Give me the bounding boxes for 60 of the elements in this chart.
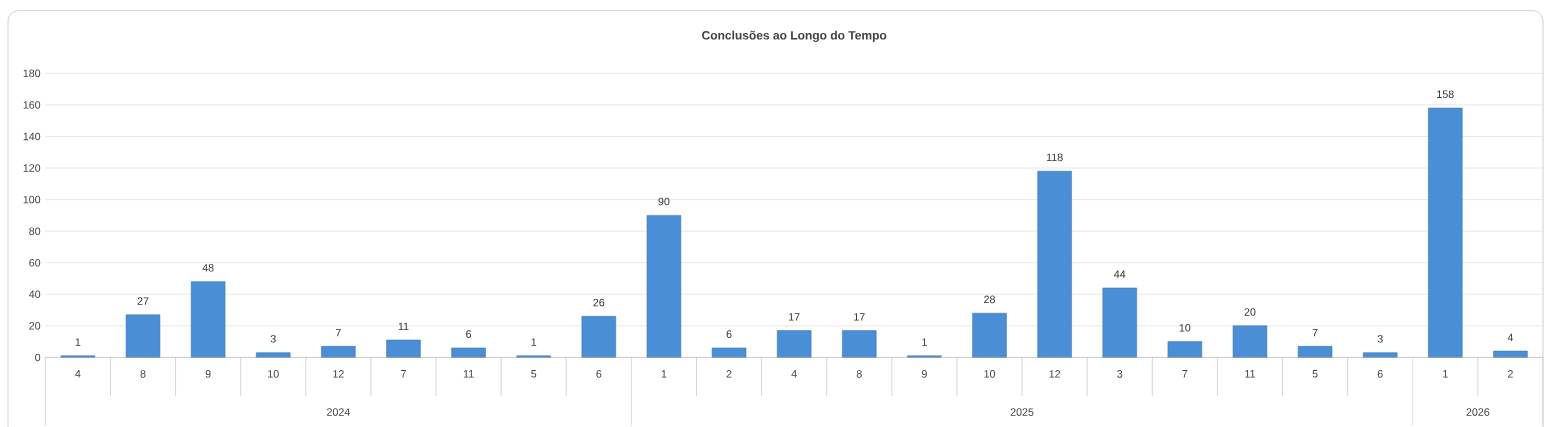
y-tick-label: 160 <box>23 101 41 109</box>
y-tick-label: 20 <box>29 322 41 330</box>
data-label: 158 <box>1437 90 1454 99</box>
x-tick-label: 11 <box>463 370 474 378</box>
data-label: 10 <box>1179 324 1191 332</box>
x-tick-label: 2 <box>726 370 732 378</box>
x-tick-label: 10 <box>984 370 996 378</box>
data-label: 28 <box>984 295 995 304</box>
data-label: 4 <box>1507 333 1514 342</box>
x-tick-label: 2 <box>1508 370 1513 378</box>
data-label: 1 <box>922 338 927 346</box>
x-tick-label: 12 <box>333 370 344 378</box>
data-label: 118 <box>1046 153 1063 162</box>
text: 2025 <box>1010 408 1034 416</box>
data-label: 17 <box>854 313 865 321</box>
data-label: 48 <box>202 264 214 272</box>
text: 2024 <box>327 408 350 416</box>
x-tick-label: 8 <box>140 370 146 378</box>
x-tick-label: 7 <box>401 370 406 378</box>
data-label: 27 <box>137 297 149 305</box>
y-tick-label: 0 <box>35 353 41 362</box>
x-tick-label: 8 <box>856 370 862 378</box>
data-label: 1 <box>531 338 537 346</box>
data-label: 26 <box>593 298 605 307</box>
data-label: 6 <box>466 330 472 339</box>
data-label: 6 <box>726 330 732 339</box>
x-tick-label: 9 <box>921 370 927 378</box>
x-tick-label: 6 <box>596 370 602 378</box>
x-tick-label: 9 <box>205 370 211 378</box>
data-label: 17 <box>789 313 800 321</box>
x-tick-label: 11 <box>1245 370 1255 378</box>
x-tick-label: 5 <box>531 370 537 378</box>
y-tick-label: 60 <box>29 259 41 267</box>
x-tick-label: 5 <box>1312 370 1318 378</box>
chart-title: Conclusões ao Longo do Tempo <box>702 30 887 43</box>
y-tick-label: 120 <box>23 164 41 172</box>
data-label: 20 <box>1244 308 1256 316</box>
data-label: 90 <box>658 197 670 206</box>
data-label: 11 <box>398 322 409 331</box>
y-tick-label: 140 <box>23 132 41 141</box>
data-label: 1 <box>75 338 81 346</box>
x-tick-label: 10 <box>268 370 279 378</box>
data-label: 7 <box>1312 329 1318 337</box>
y-tick-label: 100 <box>23 195 41 204</box>
data-label: 3 <box>1377 335 1383 343</box>
x-tick-label: 1 <box>661 370 667 378</box>
text: 2026 <box>1466 408 1490 416</box>
y-tick-label: 80 <box>29 227 41 236</box>
x-tick-label: 7 <box>1182 370 1188 378</box>
data-label: 44 <box>1114 270 1126 279</box>
x-tick-label: 3 <box>1117 370 1123 378</box>
y-tick-label: 180 <box>23 69 41 78</box>
x-tick-label: 6 <box>1377 370 1383 378</box>
x-tick-label: 4 <box>791 370 797 378</box>
y-tick-label: 40 <box>29 290 41 299</box>
data-label: 7 <box>335 329 341 337</box>
x-tick-label: 4 <box>75 370 81 378</box>
x-tick-label: 12 <box>1049 370 1061 378</box>
x-tick-label: 1 <box>1443 370 1448 378</box>
data-label: 3 <box>270 335 276 343</box>
